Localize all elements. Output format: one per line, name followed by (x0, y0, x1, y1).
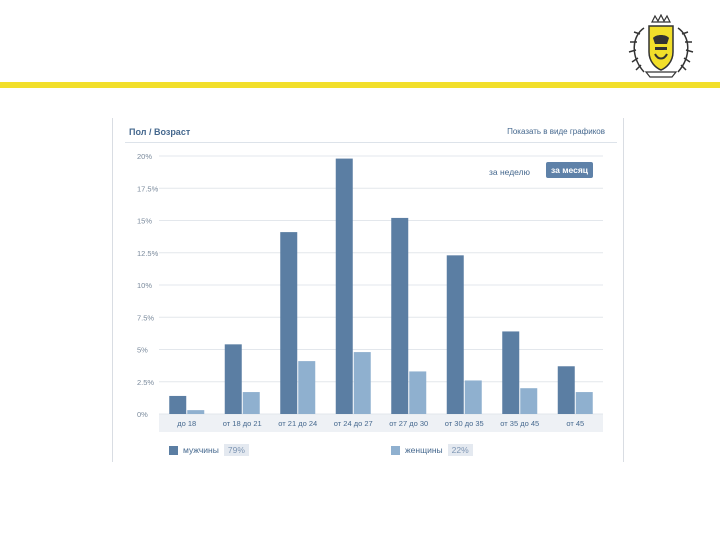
legend-women-pct: 22% (447, 444, 473, 456)
y-tick-label: 7.5% (137, 313, 154, 322)
y-tick-label: 20% (137, 152, 152, 161)
age-gender-bar-chart: 0% 2.5% 5% 7.5% 10% 12.5% 15% 17.5% 20% до 18 от 1… (137, 152, 603, 432)
legend-men: мужчины 79% (169, 443, 249, 457)
show-as-graph-link[interactable]: Показать в виде графиков (507, 127, 605, 136)
legend-men-pct: 79% (223, 444, 249, 456)
grid-lines (159, 155, 603, 432)
x-category-label: от 18 до 21 (223, 419, 262, 428)
bar-women-4 (409, 371, 427, 414)
bar-men-7 (557, 366, 575, 414)
legend-men-swatch (169, 445, 178, 455)
bar-women-0 (187, 410, 205, 414)
period-month-button[interactable]: за месяц (546, 162, 594, 178)
x-category-label: от 21 до 24 (278, 419, 317, 428)
brand-stripe (0, 82, 720, 88)
axis-labels: 0% 2.5% 5% 7.5% 10% 12.5% 15% 17.5% 20% до 18 от 1… (137, 152, 584, 428)
bar-men-3 (335, 158, 353, 414)
bar-men-6 (502, 331, 520, 414)
x-category-label: до 18 (177, 419, 196, 428)
legend-women-label: женщины (405, 445, 443, 455)
x-category-label: от 35 до 45 (500, 419, 539, 428)
x-category-label: от 27 до 30 (389, 419, 428, 428)
y-tick-label: 12.5% (137, 249, 159, 258)
bar-women-1 (242, 392, 260, 414)
bar-men-5 (446, 255, 464, 414)
bar-men-4 (391, 217, 409, 414)
crest-logo-icon (622, 13, 700, 80)
bar-men-1 (224, 344, 242, 414)
bar-women-3 (353, 352, 371, 414)
bar-women-6 (520, 388, 538, 414)
bar-women-7 (575, 392, 593, 414)
y-tick-label: 17.5% (137, 184, 159, 193)
demographics-panel: Пол / Возраст Показать в виде графиков 0… (112, 118, 624, 462)
x-category-label: от 24 до 27 (334, 419, 373, 428)
bar-men-0 (169, 395, 187, 414)
bar-women-2 (298, 361, 316, 414)
y-tick-label: 2.5% (137, 378, 154, 387)
bars (169, 158, 593, 414)
y-tick-label: 15% (137, 217, 152, 226)
legend-women-swatch (391, 445, 400, 455)
x-category-label: от 45 (566, 419, 584, 428)
y-tick-label: 5% (137, 346, 148, 355)
y-tick-label: 0% (137, 410, 148, 419)
bar-men-2 (280, 232, 298, 414)
period-week-button[interactable]: за неделю (489, 167, 530, 177)
bar-women-5 (464, 380, 482, 414)
title-divider (125, 142, 617, 143)
y-tick-label: 10% (137, 281, 152, 290)
x-axis-band (159, 414, 603, 432)
x-category-label: от 30 до 35 (445, 419, 484, 428)
panel-title: Пол / Возраст (129, 127, 191, 137)
legend-men-label: мужчины (183, 445, 219, 455)
legend-women: женщины 22% (391, 443, 473, 457)
